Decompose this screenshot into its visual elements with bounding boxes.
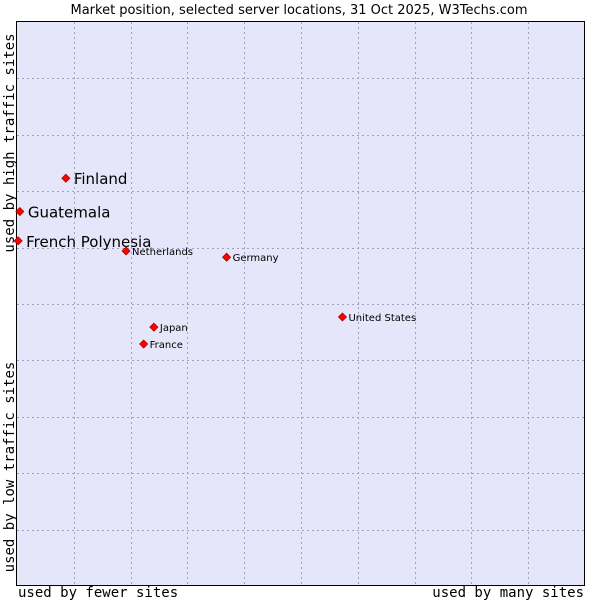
chart-title: Market position, selected server locatio…	[70, 3, 527, 18]
y-axis-label-top: used by high traffic sites	[2, 33, 18, 252]
point-label-germany: Germany	[233, 253, 279, 264]
x-axis-label-right: used by many sites	[432, 585, 584, 600]
point-marker-germany	[222, 252, 232, 262]
point-marker-finland	[61, 173, 71, 183]
point-marker-guatemala	[15, 206, 25, 217]
point-label-french-polynesia: French Polynesia	[26, 233, 151, 251]
data-points: Finland Guatemala French PolynesiaNetherla…	[13, 170, 416, 351]
point-marker-japan	[149, 322, 159, 332]
y-axis-label-bottom: used by low traffic sites	[2, 362, 18, 573]
point-label-netherlands: Netherlands	[132, 247, 193, 258]
point-label-france: France	[150, 340, 183, 351]
point-marker-netherlands	[121, 246, 131, 256]
x-axis-label-left: used by fewer sites	[18, 585, 178, 600]
point-label-finland: Finland	[74, 170, 128, 188]
point-marker-french-polynesia	[13, 236, 23, 246]
point-marker-france	[139, 339, 149, 349]
point-marker-united-states	[337, 312, 348, 322]
grid-lines	[17, 22, 585, 586]
plot-area	[16, 21, 585, 586]
point-label-united-states: United States	[348, 313, 416, 324]
point-label-japan: Japan	[159, 323, 188, 334]
point-label-guatemala: Guatemala	[28, 204, 111, 222]
